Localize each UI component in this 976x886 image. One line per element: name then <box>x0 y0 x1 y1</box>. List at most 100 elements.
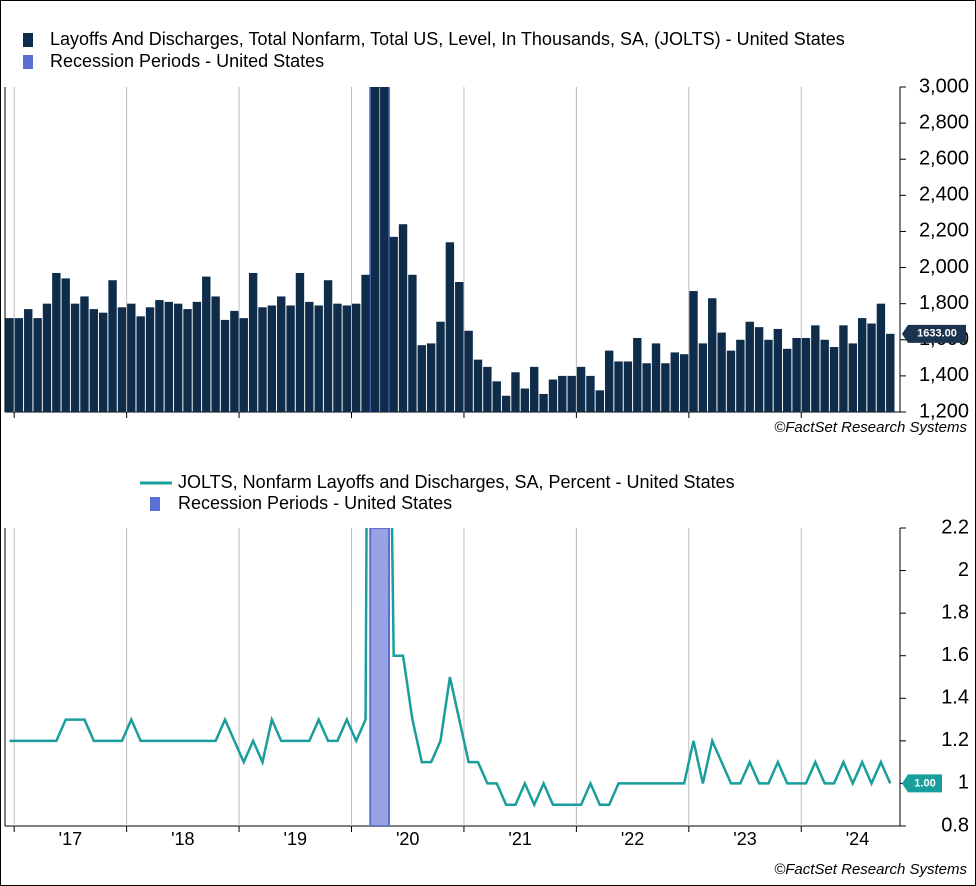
bar <box>839 325 848 412</box>
bar <box>567 375 576 412</box>
bar <box>773 328 783 412</box>
bar <box>539 393 548 412</box>
x-tick-label: '23 <box>733 829 756 849</box>
x-tick-label: '17 <box>59 829 82 849</box>
y-tick-label: 1.4 <box>941 687 969 709</box>
bar <box>145 307 155 412</box>
bar <box>867 323 876 412</box>
y-tick-label: 2.2 <box>941 516 969 538</box>
bar <box>61 278 70 412</box>
bar <box>876 303 886 412</box>
legend-label: Recession Periods - United States <box>50 51 324 71</box>
value-flag <box>902 774 942 793</box>
bar <box>520 388 530 412</box>
bar <box>267 305 277 412</box>
bar <box>33 318 42 412</box>
bar <box>623 361 633 412</box>
legend-label: Layoffs And Discharges, Total Nonfarm, T… <box>50 29 845 49</box>
bar <box>820 339 829 412</box>
value-flag-label: 1.00 <box>914 777 935 789</box>
bar <box>108 280 117 412</box>
bar <box>783 348 792 412</box>
line <box>9 528 892 808</box>
bar <box>295 272 305 412</box>
bar <box>576 366 586 412</box>
bar <box>333 303 342 412</box>
bar <box>633 337 642 412</box>
bar <box>99 312 108 412</box>
bar <box>848 343 857 412</box>
bar <box>689 291 698 412</box>
bar <box>398 224 408 412</box>
y-tick-label: 2,000 <box>919 256 969 278</box>
bar <box>426 343 436 412</box>
bar <box>530 366 539 412</box>
bar <box>202 276 211 412</box>
y-tick-label: 1,200 <box>919 400 969 422</box>
source-note: ©FactSet Research Systems <box>774 861 967 878</box>
x-tick-label: '20 <box>396 829 419 849</box>
bar <box>127 303 136 412</box>
y-tick-label: 2 <box>958 559 969 581</box>
bar <box>614 361 623 412</box>
bar <box>220 319 230 412</box>
bar <box>717 332 726 412</box>
bar <box>708 298 717 412</box>
bar <box>286 305 295 412</box>
bar <box>670 352 679 412</box>
bar <box>389 236 398 412</box>
x-tick-label: '24 <box>846 829 869 849</box>
legend-label: Recession Periods - United States <box>178 493 452 513</box>
bar <box>417 345 426 412</box>
y-tick-label: 2,600 <box>919 148 969 170</box>
bar <box>792 337 801 412</box>
bar <box>342 305 352 412</box>
bar <box>698 343 708 412</box>
bar <box>483 366 492 412</box>
bar <box>801 337 811 412</box>
y-tick-label: 2,400 <box>919 184 969 206</box>
bar <box>651 343 661 412</box>
bar <box>42 303 52 412</box>
bar <box>464 330 473 412</box>
bar <box>558 375 567 412</box>
bar <box>754 327 764 412</box>
bar <box>323 280 333 412</box>
bar <box>248 272 258 412</box>
bar <box>14 318 24 412</box>
y-tick-label: 3,000 <box>919 75 969 97</box>
source-note: ©FactSet Research Systems <box>774 419 967 436</box>
y-tick-label: 1.2 <box>941 729 969 751</box>
bar <box>89 309 99 412</box>
bar <box>455 282 464 412</box>
bar <box>829 347 839 412</box>
x-tick-label: '22 <box>621 829 644 849</box>
bar <box>52 272 61 412</box>
y-tick-label: 1,400 <box>919 364 969 386</box>
bar <box>173 303 183 412</box>
bar <box>192 301 202 412</box>
bar <box>380 87 389 412</box>
bar <box>164 301 173 412</box>
plot-area <box>5 87 895 412</box>
x-tick-label: '18 <box>171 829 194 849</box>
y-tick-label: 2,800 <box>919 111 969 133</box>
bar <box>230 310 239 412</box>
bar <box>5 318 14 412</box>
recession-band <box>369 528 390 826</box>
bar <box>548 379 558 412</box>
bar <box>492 381 501 412</box>
bar <box>305 301 314 412</box>
bar <box>80 296 89 412</box>
legend-label: JOLTS, Nonfarm Layoffs and Discharges, S… <box>178 472 735 492</box>
bar <box>351 303 361 412</box>
bar <box>408 274 417 412</box>
bar <box>595 390 605 412</box>
bar <box>886 333 895 412</box>
bar <box>726 350 736 412</box>
y-tick-label: 1.8 <box>941 601 969 623</box>
plot-area <box>9 528 892 826</box>
legend-marker <box>23 33 33 47</box>
y-tick-label: 0.8 <box>941 814 969 836</box>
